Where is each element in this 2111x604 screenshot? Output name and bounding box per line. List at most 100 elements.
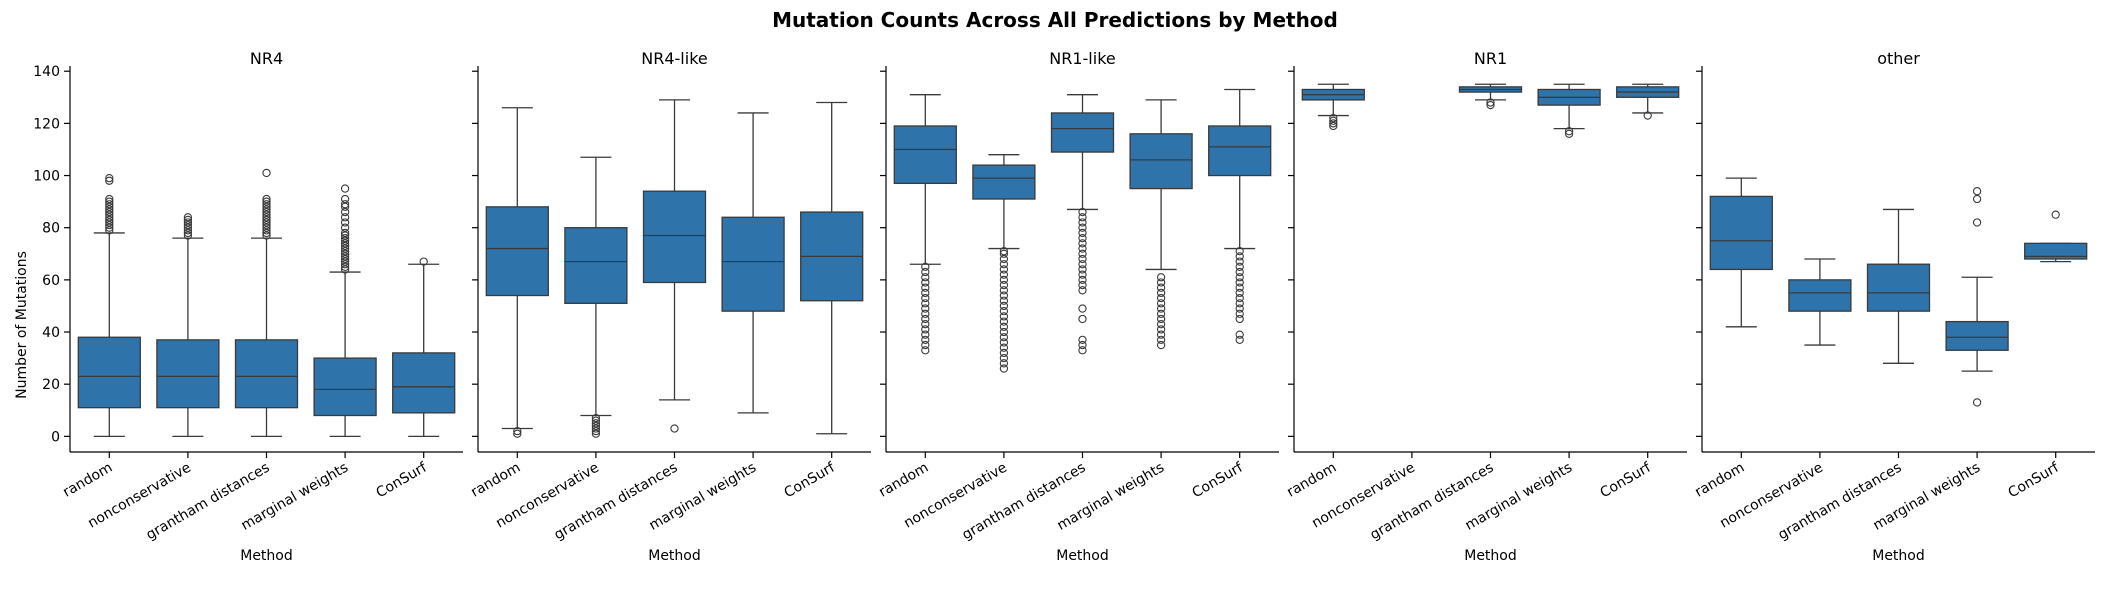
outlier-point xyxy=(999,275,1009,285)
outlier-point xyxy=(1156,304,1166,313)
box-iqr xyxy=(1050,112,1115,153)
box-grantham-distances xyxy=(1866,208,1931,364)
outlier-point xyxy=(1972,398,1982,407)
outlier-point xyxy=(340,218,350,227)
outlier-point xyxy=(921,293,930,303)
outlier-point xyxy=(1156,278,1166,287)
outlier-point xyxy=(1156,273,1166,282)
outlier-point xyxy=(1486,100,1495,110)
outlier-point xyxy=(591,426,601,436)
facet-title: NR1-like xyxy=(1049,49,1115,68)
y-tick-label: 140 xyxy=(33,64,60,80)
outlier-point xyxy=(262,168,271,178)
outlier-point xyxy=(1235,330,1244,339)
outlier-point xyxy=(921,320,930,329)
outlier-point xyxy=(340,249,350,258)
box-random xyxy=(77,173,141,438)
outlier-point xyxy=(921,283,930,292)
outlier-point xyxy=(262,218,271,227)
outlier-point xyxy=(1078,304,1087,313)
facet-panel-0: NR4020406080100120140randomnonconservati… xyxy=(33,49,463,564)
outlier-point xyxy=(1235,293,1244,303)
outlier-point xyxy=(105,218,114,227)
box-ConSurf xyxy=(2024,210,2088,263)
outlier-point xyxy=(340,202,350,211)
outlier-point xyxy=(1078,335,1087,345)
outlier-point xyxy=(1235,309,1244,318)
outlier-point xyxy=(1078,265,1087,274)
box-marginal-weights xyxy=(1945,187,2009,407)
outlier-point xyxy=(340,254,350,264)
outlier-point xyxy=(591,424,601,433)
x-tick-label: random xyxy=(1284,460,1339,501)
outlier-point xyxy=(1235,252,1244,261)
outlier-point xyxy=(340,262,350,271)
outlier-point xyxy=(1156,335,1166,345)
outlier-point xyxy=(999,254,1009,264)
facet-title: other xyxy=(1877,49,1920,68)
y-tick-label: 60 xyxy=(42,273,60,289)
outlier-point xyxy=(105,207,114,217)
outlier-point xyxy=(340,257,350,266)
outlier-point xyxy=(591,421,601,431)
x-axis-label: Method xyxy=(1464,548,1517,564)
outlier-point xyxy=(999,327,1009,337)
outlier-point xyxy=(105,215,114,225)
outlier-point xyxy=(340,228,350,238)
box-grantham-distances xyxy=(234,168,299,438)
outlier-point xyxy=(105,210,114,219)
outlier-point xyxy=(1643,111,1652,120)
box-marginal-weights xyxy=(1129,99,1193,350)
outlier-point xyxy=(1078,275,1087,285)
outlier-point xyxy=(1078,213,1087,222)
outlier-point xyxy=(1078,239,1087,248)
facet-title: NR1 xyxy=(1474,49,1507,68)
box-iqr xyxy=(156,339,220,409)
outlier-point xyxy=(183,223,193,232)
outlier-point xyxy=(340,233,350,243)
outlier-point xyxy=(340,231,350,240)
outlier-point xyxy=(921,330,930,339)
box-iqr xyxy=(234,339,299,409)
outlier-point xyxy=(340,241,350,251)
outlier-point xyxy=(262,197,271,206)
outlier-point xyxy=(105,194,114,204)
x-axis-label: Method xyxy=(648,548,701,564)
outlier-point xyxy=(1235,247,1244,256)
outlier-point xyxy=(591,413,601,423)
facet-title: NR4-like xyxy=(641,49,707,68)
y-tick-label: 80 xyxy=(42,221,60,237)
outlier-point xyxy=(999,353,1009,363)
outlier-point xyxy=(105,220,114,230)
outlier-point xyxy=(183,213,193,222)
outlier-point xyxy=(999,348,1009,358)
outlier-point xyxy=(1972,218,1982,227)
outlier-point xyxy=(1078,270,1087,279)
box-random xyxy=(1709,177,1773,328)
outlier-point xyxy=(1156,330,1166,339)
outlier-point xyxy=(1156,283,1166,292)
outlier-point xyxy=(999,364,1009,373)
box-iqr xyxy=(485,206,549,297)
y-tick-label: 0 xyxy=(51,429,60,445)
outlier-point xyxy=(921,314,930,324)
outlier-point xyxy=(921,262,930,271)
outlier-point xyxy=(513,426,522,436)
outlier-point xyxy=(999,333,1009,342)
outlier-point xyxy=(921,273,930,282)
outlier-point xyxy=(1078,346,1087,355)
box-nonconservative xyxy=(564,156,628,438)
outlier-point xyxy=(1329,116,1338,125)
box-marginal-weights xyxy=(1537,83,1601,138)
outlier-point xyxy=(999,260,1009,269)
outlier-point xyxy=(1235,335,1244,345)
outlier-point xyxy=(340,194,350,204)
outlier-point xyxy=(1329,114,1338,123)
box-iqr xyxy=(721,216,785,312)
outlier-point xyxy=(340,239,350,248)
outlier-point xyxy=(1078,233,1087,243)
outlier-point xyxy=(1235,304,1244,313)
outlier-point xyxy=(1078,286,1087,295)
